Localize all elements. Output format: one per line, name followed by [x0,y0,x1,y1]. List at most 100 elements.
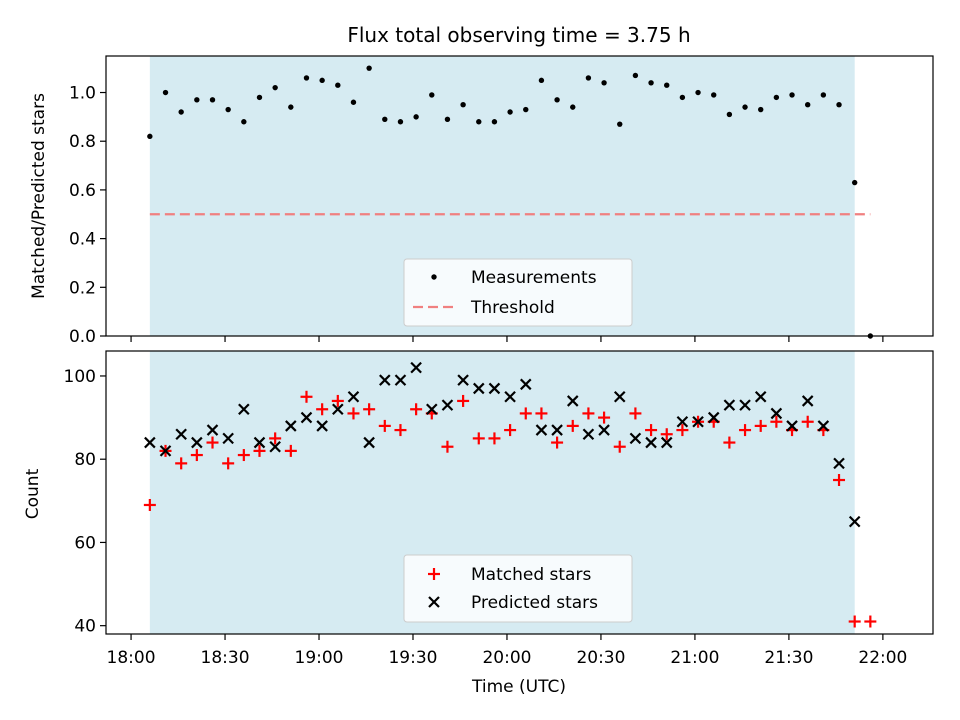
measurement-point [789,92,795,98]
matched-star-point [253,444,266,457]
matched-star-point [394,424,407,437]
bottom-xlabel: Time (UTC) [471,677,566,697]
predicted-star-point [692,415,704,428]
measurement-point [695,89,701,96]
matched-star-point [488,432,501,445]
matched-star-point [519,407,532,420]
top-y-tick-label: 0.4 [69,230,96,250]
predicted-star-point [347,391,360,403]
measurement-point [256,94,263,101]
predicted-star-point [426,403,438,416]
measurement-point [194,97,200,103]
measurement-point [773,94,780,101]
predicted-star-points [144,361,861,528]
top-x-ticks [130,336,884,342]
measurement-point [554,97,560,103]
predicted-star-point [410,361,422,374]
matched-star-point [504,424,517,437]
predicted-star-point [253,436,266,449]
predicted-star-point [441,399,454,411]
predicted-star-point [222,432,234,445]
predicted-star-point [457,374,469,386]
measurement-point [147,133,153,140]
measurement-point [272,84,278,91]
matched-star-point [206,436,219,449]
bottom-x-tick-label: 21:30 [764,648,813,668]
predicted-star-point [488,382,501,395]
measurement-point [288,104,294,110]
bottom-y-tick-label: 100 [64,367,96,387]
measurement-point [570,104,576,110]
top-y-tick-label: 0.2 [69,278,96,298]
measurement-point [178,109,184,115]
measurement-point [711,92,717,98]
measurement-point [225,106,231,113]
matched-star-point [645,424,658,437]
matched-star-point [629,407,642,420]
predicted-star-point [676,415,689,428]
matched-star-point [284,444,297,457]
measurement-point [319,77,325,84]
matched-star-point [410,403,423,416]
predicted-star-point [535,424,548,436]
predicted-star-point [285,420,297,432]
top-y-tick-label: 0.8 [69,132,96,152]
matched-star-point [598,411,611,424]
predicted-star-point [801,395,814,407]
bottom-y-tick-label: 40 [74,617,96,637]
measurement-point [585,75,592,81]
bottom-y-tick-label: 60 [74,533,96,553]
predicted-star-point [848,515,861,528]
measurement-point [679,94,686,101]
predicted-star-point [363,436,375,449]
bottom-legend: Matched stars Predicted stars [403,554,633,623]
predicted-star-point [833,457,845,470]
matched-star-point [864,615,877,628]
bottom-x-tick-label: 19:30 [388,648,437,668]
measurement-point [804,101,811,108]
measurement-point [303,75,310,81]
legend-measurements-label: Measurements [471,268,597,288]
top-legend: Measurements Threshold [403,258,633,327]
predicted-star-point [598,424,610,436]
predicted-star-point [504,391,516,403]
top-y-tick-label: 0.0 [69,327,96,347]
matched-star-point [739,424,752,437]
measurement-point [851,179,858,186]
measurement-points [147,65,874,339]
bottom-y-axis: 40 60 80 100 [64,367,106,637]
predicted-star-point [566,395,579,407]
matched-star-point [535,407,548,420]
predicted-star-point [629,432,642,445]
matched-star-point [457,394,470,407]
matched-star-point [660,428,673,441]
predicted-star-point [332,403,344,416]
bottom-x-axis: 18:00 18:30 19:00 19:30 20:00 20:30 21:00 21:30… [107,634,907,668]
legend-predicted-marker [428,596,440,608]
top-y-axis: 0.0 0.2 0.4 0.6 0.8 1.0 [69,84,106,347]
measurement-point [429,92,435,98]
bottom-x-tick-label: 20:00 [482,648,531,668]
measurement-point [523,106,529,113]
matched-star-point [300,390,313,403]
matched-star-point [190,449,203,462]
matched-star-point [551,436,564,449]
measurement-point [491,119,498,125]
predicted-star-point [269,440,281,453]
predicted-star-point [159,445,172,457]
bottom-ylabel: Count [23,468,43,519]
measurement-point [476,119,482,125]
matched-star-point [143,498,156,511]
measurement-point [601,80,607,86]
matched-star-point [441,440,454,453]
matched-star-point [269,432,282,445]
bottom-x-tick-label: 22:00 [858,648,907,668]
predicted-star-point [206,424,219,436]
top-panel: Flux total observing time = 3.75 h 0.00.… [29,23,934,347]
matched-star-point [237,449,250,462]
measurement-point [413,114,419,120]
predicted-star-point [175,428,187,441]
measurement-point [664,82,670,88]
predicted-star-point [316,420,328,432]
